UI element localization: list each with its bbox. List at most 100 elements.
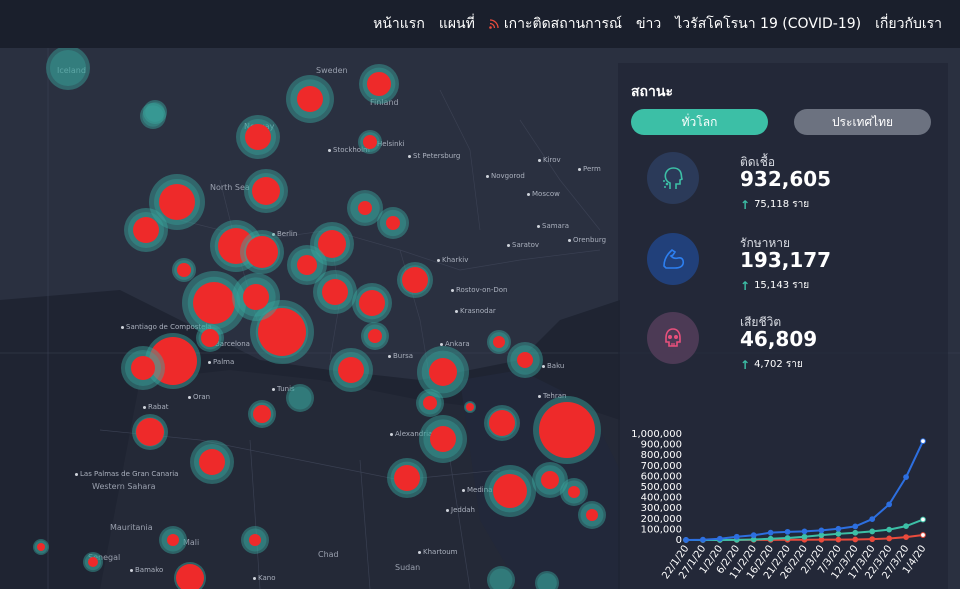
country-label: Senegal — [88, 553, 121, 562]
city-label: Tehran — [538, 392, 566, 400]
series-point[interactable] — [869, 516, 876, 523]
city-label: Kharkiv — [437, 256, 468, 264]
series-point[interactable] — [784, 535, 791, 541]
case-bubble-halo[interactable] — [140, 103, 166, 129]
nav-news-label: ข่าว — [635, 16, 662, 32]
case-bubble-core — [586, 509, 598, 521]
case-bubble-ring — [145, 102, 165, 122]
infected-head-icon — [647, 152, 699, 204]
case-bubble-core — [394, 465, 420, 491]
y-tick-label: 100,000 — [641, 524, 682, 535]
series-point[interactable] — [716, 535, 723, 542]
case-bubble-core — [297, 86, 323, 112]
series-point[interactable] — [767, 535, 774, 542]
case-bubble-halo[interactable] — [487, 566, 515, 589]
case-bubble-core — [218, 228, 254, 264]
series-point[interactable] — [903, 523, 909, 530]
series-point[interactable] — [903, 534, 909, 541]
series-point[interactable] — [683, 537, 689, 543]
series-point[interactable] — [886, 535, 893, 542]
toggle-thailand-button[interactable]: ประเทศไทย — [794, 109, 931, 135]
nav-covid19[interactable]: ไวรัสโคโรนา 19 (COVID-19) — [675, 13, 861, 35]
case-bubble-core — [252, 177, 280, 205]
case-bubble-core — [429, 358, 457, 386]
case-bubble-core — [363, 135, 377, 149]
country-label: Chad — [318, 550, 339, 559]
y-tick-label: 0 — [676, 535, 682, 546]
case-bubble-core — [167, 534, 179, 546]
toggle-world-button[interactable]: ทั่วโลก — [631, 109, 768, 135]
city-label: Saratov — [507, 241, 539, 249]
stat-infected-value: 932,605 — [740, 167, 832, 191]
case-bubble-halo[interactable] — [143, 100, 167, 124]
nav-news[interactable]: ข่าว — [636, 13, 661, 35]
series-point[interactable] — [733, 533, 740, 540]
series-point[interactable] — [750, 532, 757, 539]
case-bubble-halo[interactable] — [46, 46, 90, 90]
series-point[interactable] — [700, 536, 706, 543]
nav-home-label: หน้าแรก — [373, 16, 425, 32]
series-point[interactable] — [801, 533, 808, 540]
stat-deaths-delta-text: 4,702 ราย — [754, 359, 803, 370]
series-point[interactable] — [818, 527, 825, 534]
country-label: Finland — [370, 98, 399, 107]
nav-map[interactable]: แผนที่ — [439, 13, 475, 35]
case-bubble-halo[interactable] — [286, 384, 314, 412]
skull-icon — [647, 312, 699, 364]
arrow-up-icon: ↑ — [740, 197, 751, 212]
case-bubble-halo[interactable] — [535, 571, 559, 589]
city-label: Helsinki — [372, 140, 405, 148]
case-bubble-core — [358, 201, 372, 215]
series-point[interactable] — [920, 438, 926, 445]
nav-live-updates-label: เกาะติดสถานการณ์ — [503, 16, 622, 32]
case-bubble-core — [368, 329, 382, 343]
series-point[interactable] — [869, 528, 876, 535]
series-point[interactable] — [886, 526, 893, 533]
nav-home[interactable]: หน้าแรก — [373, 13, 425, 35]
stat-recovered-delta: ↑ 15,143 ราย — [740, 278, 809, 293]
case-bubble-core — [517, 352, 533, 368]
country-label: Western Sahara — [92, 482, 156, 491]
series-point[interactable] — [920, 516, 926, 523]
case-bubble-core — [253, 405, 271, 423]
series-point[interactable] — [818, 532, 825, 539]
city-label: Rabat — [143, 403, 168, 411]
stat-recovered-label: รักษาหาย — [740, 236, 791, 250]
nav-about[interactable]: เกี่ยวกับเรา — [875, 13, 942, 35]
series-line — [685, 440, 924, 541]
stat-deaths-delta: ↑ 4,702 ราย — [740, 357, 803, 372]
stat-infected-delta: ↑ 75,118 ราย — [740, 197, 809, 212]
city-label: Oran — [188, 393, 210, 401]
case-bubble-core — [245, 124, 271, 150]
case-bubble-core — [246, 236, 278, 268]
series-point[interactable] — [767, 529, 774, 536]
series-point[interactable] — [835, 525, 842, 532]
case-bubble-core — [386, 216, 400, 230]
series-point[interactable] — [852, 523, 859, 530]
series-point[interactable] — [903, 474, 909, 481]
country-label: Sudan — [395, 563, 421, 572]
nav-live-updates[interactable]: เกาะติดสถานการณ์ — [489, 13, 622, 35]
city-label: Khartoum — [418, 548, 457, 556]
city-label: Jeddah — [446, 506, 475, 514]
city-label: Orenburg — [568, 236, 606, 244]
series-point[interactable] — [920, 532, 926, 538]
case-bubble-core — [131, 356, 155, 380]
stat-infected: ติดเชื้อ 932,605 ↑ 75,118 ราย — [647, 152, 937, 222]
city-label: Stockholm — [328, 146, 370, 154]
case-bubble-core — [493, 474, 527, 508]
series-point[interactable] — [869, 536, 876, 543]
y-tick-label: 400,000 — [641, 493, 682, 504]
series-point[interactable] — [886, 501, 893, 508]
series-point[interactable] — [835, 536, 842, 543]
series-point[interactable] — [852, 529, 859, 536]
city-label: Tunis — [272, 385, 295, 393]
country-label: Iceland — [57, 66, 86, 75]
case-bubble-core — [258, 308, 306, 356]
case-bubble-ring — [288, 386, 312, 410]
series-point[interactable] — [801, 528, 808, 535]
series-point[interactable] — [784, 528, 791, 535]
series-point[interactable] — [852, 536, 859, 543]
series-point[interactable] — [835, 530, 842, 537]
city-label: St Petersburg — [408, 152, 460, 160]
